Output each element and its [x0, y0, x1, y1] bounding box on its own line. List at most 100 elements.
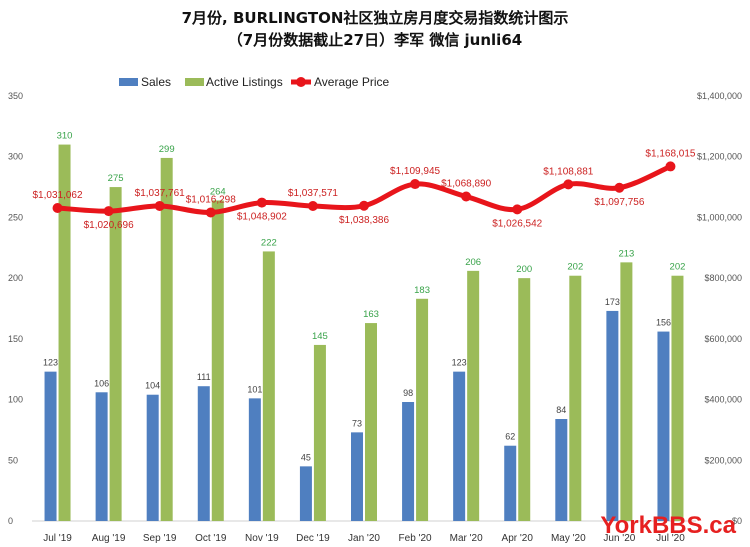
x-tick-label: Aug '19 — [92, 533, 126, 544]
sales-bar — [44, 371, 57, 521]
listings-data-label: 299 — [159, 144, 175, 155]
x-tick-label: Jan '20 — [348, 533, 380, 544]
x-tick-label: Nov '19 — [245, 533, 279, 544]
listings-data-label: 202 — [670, 262, 686, 273]
average-price-point — [256, 197, 267, 208]
y-left-tick-label: 250 — [8, 212, 23, 222]
y-right-tick-label: $0 — [732, 516, 742, 526]
average-price-label: $1,048,902 — [237, 212, 287, 223]
sales-bar — [453, 371, 466, 521]
average-price-point — [154, 200, 165, 211]
sales-bar — [248, 398, 261, 521]
average-price-point — [359, 200, 369, 211]
sales-bar — [504, 445, 517, 521]
average-price-label: $1,026,542 — [492, 218, 542, 229]
average-price-point — [52, 202, 63, 213]
watermark: YorkBBS.ca — [600, 512, 736, 539]
legend-swatch-sales — [119, 78, 138, 86]
average-price-point — [461, 191, 472, 202]
sales-bar — [657, 331, 670, 521]
x-tick-label: Apr '20 — [502, 533, 534, 544]
y-right-tick-label: $400,000 — [704, 395, 742, 405]
sales-data-label: 73 — [352, 418, 362, 428]
y-right-tick-label: $1,400,000 — [697, 91, 742, 101]
listings-bar — [58, 144, 71, 522]
sales-data-label: 111 — [197, 372, 211, 382]
listings-data-label: 145 — [312, 331, 328, 342]
chart-title: 7月份, BURLINGTON社区独立房月度交易指数统计图示 — [182, 9, 569, 27]
listings-data-label: 264 — [210, 186, 226, 197]
average-price-label: $1,068,890 — [441, 179, 491, 190]
listings-bar — [313, 344, 326, 521]
legend-marker-price — [296, 77, 306, 87]
average-price-point — [512, 204, 523, 215]
listings-data-label: 206 — [465, 257, 481, 268]
listings-data-label: 222 — [261, 237, 277, 248]
x-tick-label: Feb '20 — [399, 533, 432, 544]
x-tick-label: Jul '19 — [43, 533, 72, 544]
average-price-label: $1,037,571 — [288, 188, 338, 199]
sales-bar — [299, 466, 312, 521]
y-left-tick-label: 150 — [8, 334, 23, 344]
average-price-label: $1,031,062 — [33, 190, 83, 201]
x-tick-label: Sep '19 — [143, 533, 177, 544]
y-left-tick-label: 300 — [8, 152, 23, 162]
y-left-tick-label: 100 — [8, 395, 23, 405]
listings-bar — [467, 270, 480, 521]
sales-data-label: 45 — [301, 452, 311, 462]
average-price-label: $1,097,756 — [594, 197, 644, 208]
average-price-label: $1,016,298 — [186, 194, 236, 205]
listings-bar — [671, 275, 684, 521]
average-price-label: $1,109,945 — [390, 166, 440, 177]
sales-data-label: 123 — [452, 358, 467, 368]
y-left-tick-label: 350 — [8, 91, 23, 101]
average-price-label: $1,037,761 — [135, 188, 185, 199]
legend-label-price: Average Price — [314, 75, 389, 89]
average-price-point — [205, 207, 216, 218]
listings-bar — [365, 323, 377, 521]
sales-data-label: 106 — [94, 378, 109, 388]
y-left-tick-label: 50 — [8, 455, 18, 465]
x-tick-label: May '20 — [551, 533, 586, 544]
legend-swatch-listings — [185, 78, 204, 86]
listings-data-label: 310 — [57, 131, 73, 142]
sales-data-label: 98 — [403, 388, 413, 398]
average-price-label: $1,168,015 — [645, 148, 695, 159]
listings-bar — [211, 200, 224, 521]
sales-bar — [555, 419, 568, 521]
y-left-tick-label: 200 — [8, 273, 23, 283]
sales-data-label: 123 — [43, 358, 58, 368]
y-right-tick-label: $1,000,000 — [697, 212, 742, 222]
average-price-label: $1,020,696 — [84, 220, 134, 231]
listings-data-label: 183 — [414, 285, 430, 296]
y-right-tick-label: $600,000 — [704, 334, 742, 344]
listings-bar — [160, 157, 173, 521]
sales-bar — [95, 392, 108, 521]
listings-data-label: 202 — [567, 262, 583, 273]
listings-bar — [620, 262, 633, 521]
listings-bar — [262, 251, 275, 521]
average-price-label: $1,038,386 — [339, 215, 389, 226]
legend-label-listings: Active Listings — [206, 75, 283, 89]
average-price-label: $1,108,881 — [543, 166, 593, 177]
sales-bar — [197, 386, 210, 521]
sales-data-label: 173 — [605, 297, 620, 307]
chart-subtitle: （7月份数据截止27日）李军 微信 junli64 — [228, 31, 522, 49]
x-tick-label: Jun '20 — [603, 533, 635, 544]
average-price-point — [563, 179, 574, 190]
y-right-tick-label: $800,000 — [704, 273, 742, 283]
listings-bar — [109, 187, 122, 522]
sales-bar — [402, 402, 415, 521]
x-tick-label: Mar '20 — [450, 533, 483, 544]
x-tick-label: Jul '20 — [656, 533, 685, 544]
sales-bar — [351, 432, 363, 521]
average-price-point — [307, 201, 318, 212]
average-price-point — [614, 182, 625, 193]
y-left-tick-label: 0 — [8, 516, 13, 526]
sales-data-label: 62 — [505, 432, 515, 442]
sales-data-label: 84 — [556, 405, 566, 415]
y-right-tick-label: $1,200,000 — [697, 152, 742, 162]
listings-data-label: 163 — [363, 309, 379, 320]
average-price-point — [410, 179, 421, 190]
